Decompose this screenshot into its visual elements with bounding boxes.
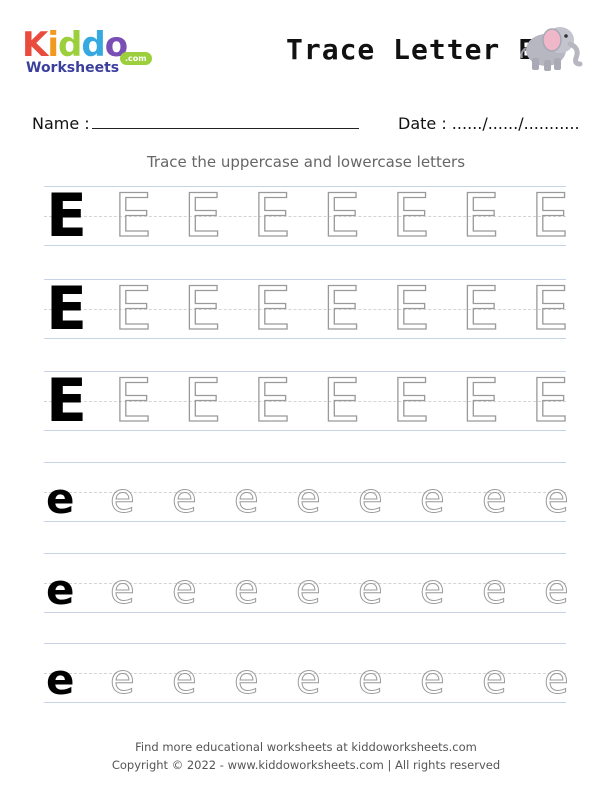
trace-letter[interactable]: e bbox=[420, 567, 446, 614]
trace-letter[interactable]: E bbox=[252, 274, 291, 344]
trace-letter[interactable]: e bbox=[482, 476, 508, 523]
solid-letter: E bbox=[46, 181, 87, 251]
date-label: Date : ....../....../........... bbox=[398, 114, 580, 133]
elephant-icon bbox=[520, 27, 583, 71]
trace-letter[interactable]: e bbox=[110, 567, 136, 614]
trace-letter[interactable]: e bbox=[544, 476, 570, 523]
solid-letter: E bbox=[46, 366, 87, 436]
solid-letter: e bbox=[46, 655, 75, 704]
guide-line-mid bbox=[44, 401, 566, 402]
guide-line-mid bbox=[44, 673, 566, 674]
guide-line-top bbox=[44, 371, 566, 372]
trace-letter[interactable]: e bbox=[420, 476, 446, 523]
trace-letter[interactable]: E bbox=[113, 274, 152, 344]
trace-letter[interactable]: E bbox=[391, 181, 430, 251]
trace-letter[interactable]: e bbox=[234, 657, 260, 704]
trace-letter[interactable]: e bbox=[296, 567, 322, 614]
trace-letter[interactable]: e bbox=[234, 476, 260, 523]
guide-line-top bbox=[44, 643, 566, 644]
solid-letter: e bbox=[46, 474, 75, 523]
guide-line-top bbox=[44, 279, 566, 280]
trace-letter[interactable]: e bbox=[296, 657, 322, 704]
logo-letter: d bbox=[81, 25, 105, 65]
guide-line-bot bbox=[44, 521, 566, 522]
trace-letter[interactable]: e bbox=[544, 657, 570, 704]
trace-letter[interactable]: e bbox=[172, 657, 198, 704]
trace-letter[interactable]: E bbox=[183, 181, 222, 251]
guide-line-mid bbox=[44, 492, 566, 493]
trace-letter[interactable]: e bbox=[482, 657, 508, 704]
logo-letter: K bbox=[22, 25, 48, 65]
trace-letter[interactable]: e bbox=[358, 567, 384, 614]
trace-letter[interactable]: E bbox=[322, 366, 361, 436]
trace-letter[interactable]: e bbox=[234, 567, 260, 614]
trace-letter[interactable]: E bbox=[113, 366, 152, 436]
footer-line-2: Copyright © 2022 - www.kiddoworksheets.c… bbox=[111, 758, 501, 772]
guide-line-top bbox=[44, 553, 566, 554]
guide-line-top bbox=[44, 186, 566, 187]
solid-letter: e bbox=[46, 565, 75, 614]
solid-letter: E bbox=[46, 274, 87, 344]
name-line[interactable] bbox=[92, 128, 359, 129]
trace-letter[interactable]: e bbox=[172, 476, 198, 523]
trace-letter[interactable]: E bbox=[530, 274, 569, 344]
guide-line-top bbox=[44, 462, 566, 463]
trace-letter[interactable]: e bbox=[172, 567, 198, 614]
trace-letter[interactable]: e bbox=[358, 657, 384, 704]
guide-line-mid bbox=[44, 309, 566, 310]
trace-letter[interactable]: E bbox=[530, 181, 569, 251]
trace-letter[interactable]: E bbox=[391, 366, 430, 436]
trace-letter[interactable]: E bbox=[252, 181, 291, 251]
guide-line-bot bbox=[44, 430, 566, 431]
trace-letter[interactable]: E bbox=[113, 181, 152, 251]
trace-letter[interactable]: e bbox=[358, 476, 384, 523]
instructions: Trace the uppercase and lowercase letter… bbox=[146, 153, 466, 171]
trace-letter[interactable]: E bbox=[183, 366, 222, 436]
trace-letter[interactable]: E bbox=[322, 181, 361, 251]
trace-letter[interactable]: e bbox=[420, 657, 446, 704]
trace-letter[interactable]: e bbox=[482, 567, 508, 614]
guide-line-bot bbox=[44, 338, 566, 339]
trace-letter[interactable]: E bbox=[252, 366, 291, 436]
guide-line-bot bbox=[44, 702, 566, 703]
trace-letter[interactable]: E bbox=[461, 181, 500, 251]
logo-kiddo: Kiddo bbox=[22, 25, 128, 65]
trace-letter[interactable]: e bbox=[110, 657, 136, 704]
footer-line-1: Find more educational worksheets at kidd… bbox=[135, 740, 477, 754]
name-label: Name : bbox=[32, 114, 90, 133]
trace-letter[interactable]: e bbox=[110, 476, 136, 523]
trace-letter[interactable]: E bbox=[322, 274, 361, 344]
logo-worksheets: Worksheets bbox=[26, 60, 120, 76]
page-title: Trace Letter E bbox=[286, 33, 537, 66]
logo-letter: d bbox=[58, 25, 82, 65]
guide-line-bot bbox=[44, 245, 566, 246]
guide-line-mid bbox=[44, 583, 566, 584]
guide-line-bot bbox=[44, 612, 566, 613]
trace-letter[interactable]: E bbox=[461, 274, 500, 344]
trace-letter[interactable]: E bbox=[183, 274, 222, 344]
trace-letter[interactable]: E bbox=[530, 366, 569, 436]
trace-letter[interactable]: e bbox=[544, 567, 570, 614]
guide-line-mid bbox=[44, 216, 566, 217]
trace-letter[interactable]: e bbox=[296, 476, 322, 523]
logo-dotcom: .com bbox=[120, 52, 152, 65]
trace-letter[interactable]: E bbox=[391, 274, 430, 344]
trace-letter[interactable]: E bbox=[461, 366, 500, 436]
logo: Kiddo Worksheets .com bbox=[22, 26, 162, 78]
logo-letter: i bbox=[47, 25, 59, 65]
